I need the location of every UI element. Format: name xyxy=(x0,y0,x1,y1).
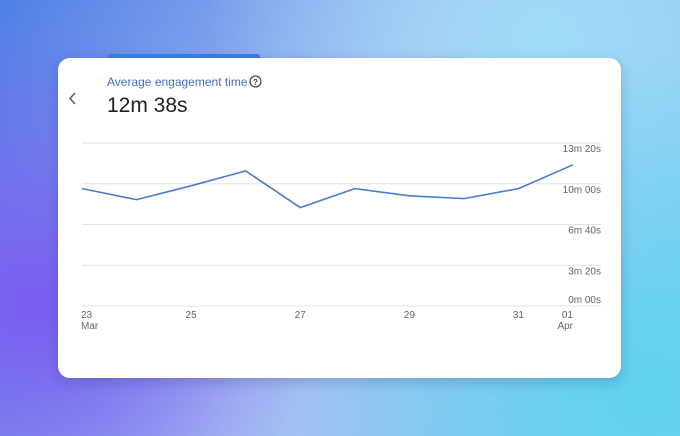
x-tick-sublabel: Mar xyxy=(81,321,99,332)
y-tick-label: 10m 00s xyxy=(563,185,601,196)
back-button[interactable] xyxy=(68,92,76,105)
y-tick-label: 13m 20s xyxy=(563,144,601,155)
metric-value: 12m 38s xyxy=(107,94,188,117)
card xyxy=(58,58,621,378)
y-tick-label: 6m 40s xyxy=(568,226,601,237)
x-tick-label: 01 xyxy=(562,310,574,321)
metric-title: Average engagement time xyxy=(107,75,248,89)
x-tick-label: 27 xyxy=(295,310,307,321)
x-tick-label: 29 xyxy=(404,310,416,321)
y-tick-label: 3m 20s xyxy=(568,266,601,277)
x-tick-label: 25 xyxy=(186,310,198,321)
x-tick-sublabel: Apr xyxy=(557,321,573,332)
x-tick-label: 23 xyxy=(81,310,93,321)
x-tick-label: 31 xyxy=(513,310,525,321)
y-tick-label: 0m 00s xyxy=(568,295,601,306)
help-icon[interactable]: ? xyxy=(249,75,262,88)
svg-text:?: ? xyxy=(253,78,258,87)
line-series xyxy=(81,164,574,209)
